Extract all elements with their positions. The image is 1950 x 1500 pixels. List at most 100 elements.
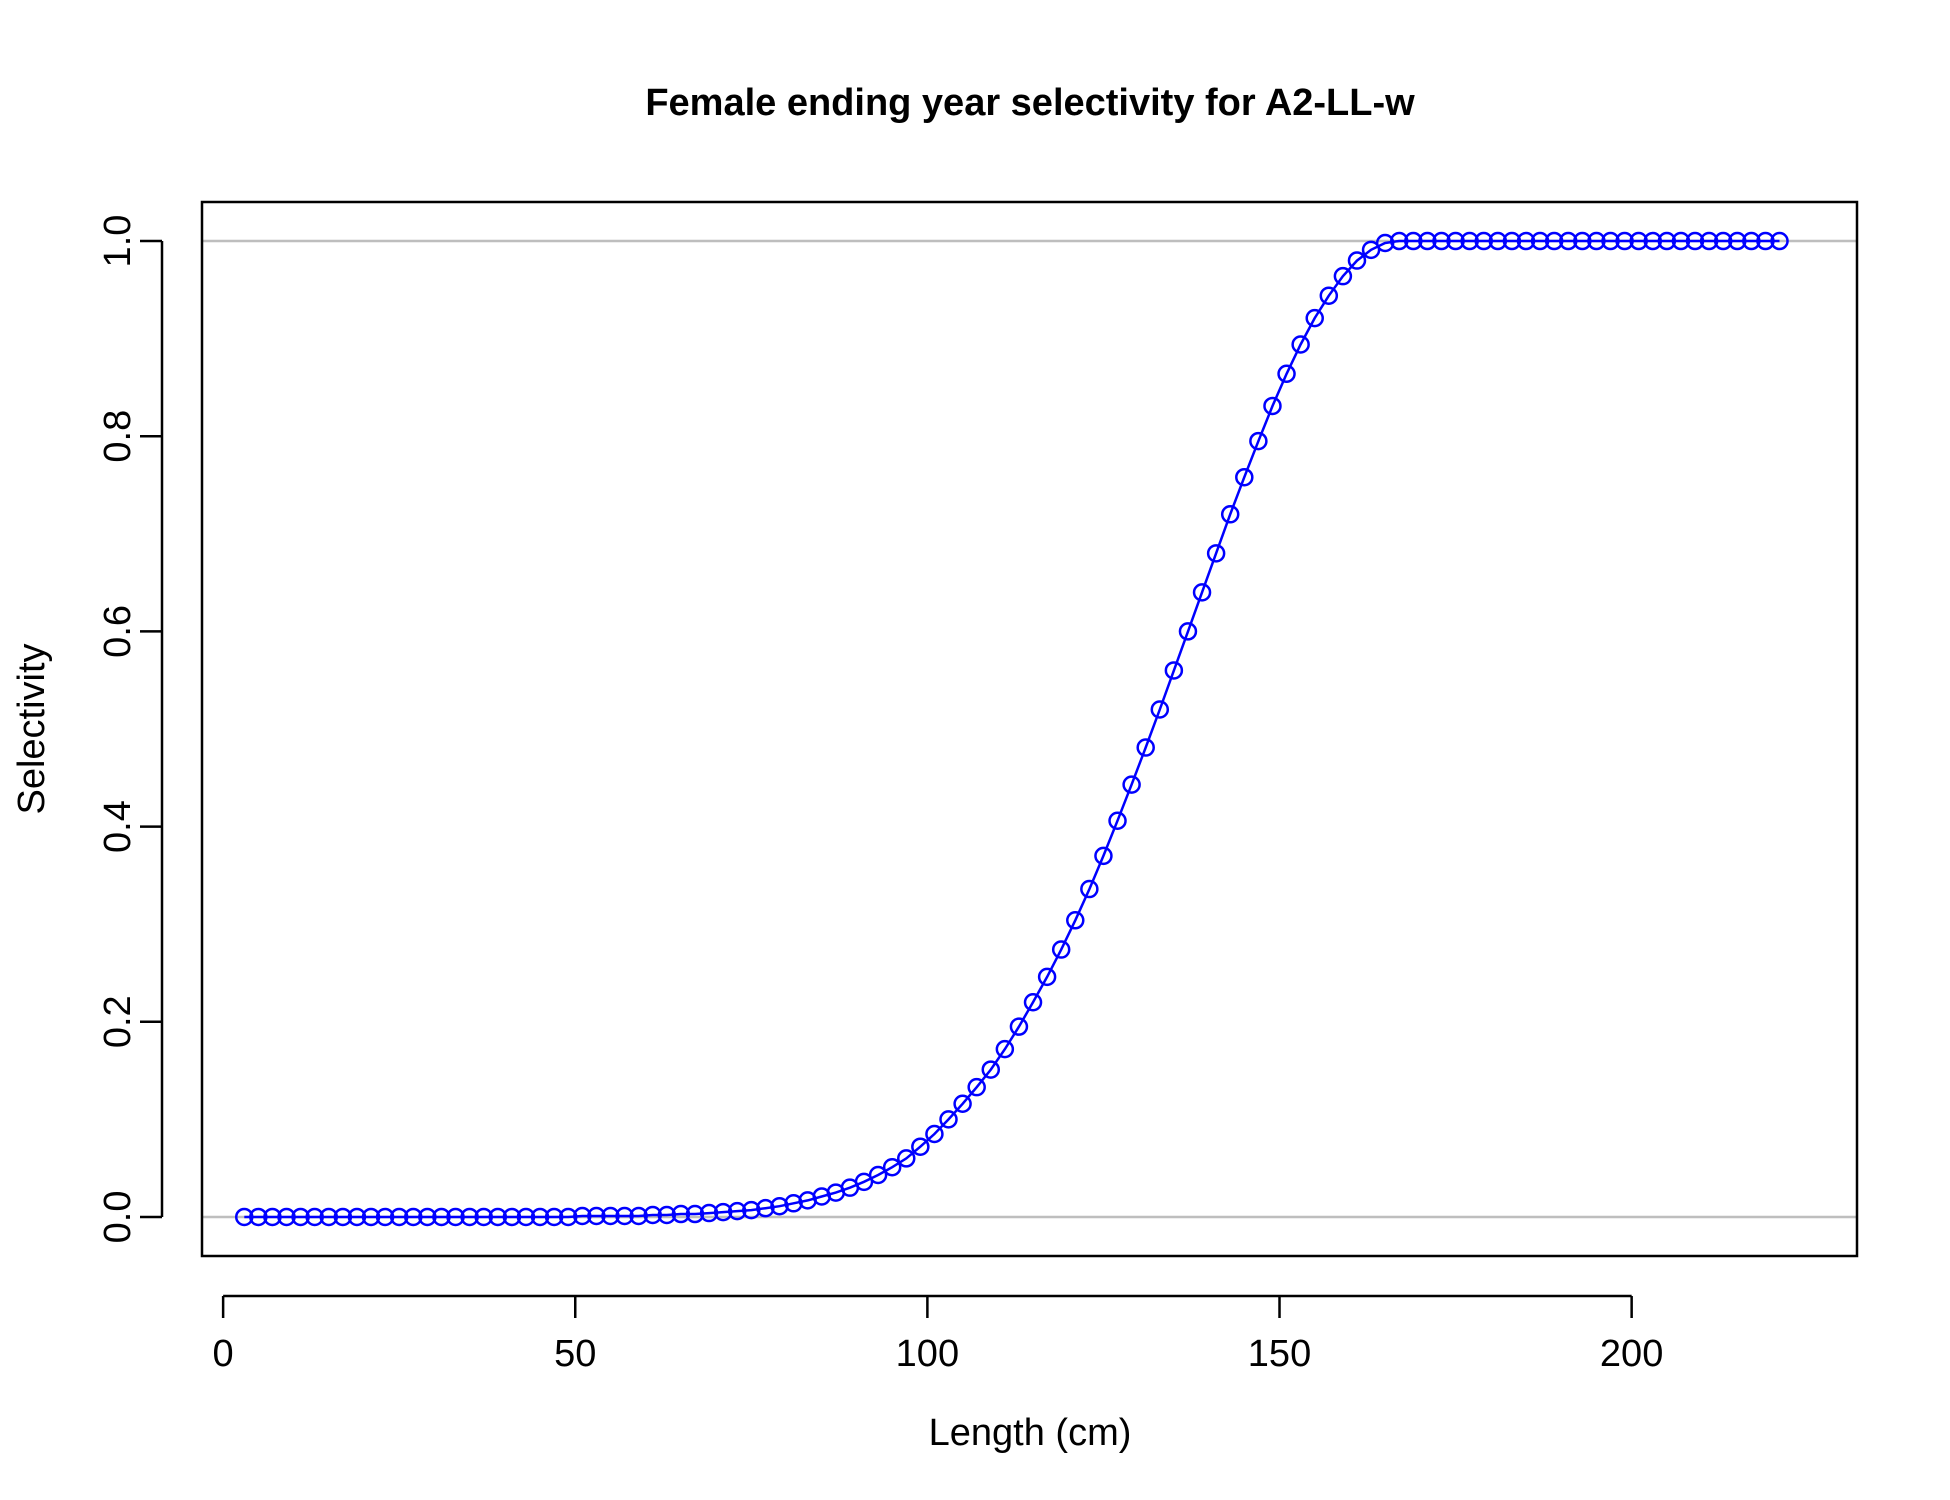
data-point [1291,335,1310,354]
x-axis: 0 50 100 150 200 [213,1294,1663,1375]
y-axis-label: Selectivity [11,643,53,814]
data-point [1418,231,1437,251]
data-point [685,1204,705,1224]
y-axis: 0.0 0.2 0.4 0.6 0.8 1.0 [97,215,164,1244]
data-point [1051,940,1071,959]
data-point [1685,231,1705,251]
data-point [516,1207,536,1227]
data-point [1587,231,1606,251]
data-point [671,1204,691,1224]
data-point [1108,811,1127,830]
data-point [460,1207,479,1227]
data-point [1460,231,1479,251]
data-point [1516,231,1536,251]
data-point [939,1110,958,1129]
reference-lines [202,239,1857,1219]
chart-title: Female ending year selectivity for A2-LL… [645,82,1415,124]
data-point [770,1196,789,1216]
data-point [319,1207,339,1227]
x-tick-label: 100 [896,1333,959,1375]
data-point [375,1207,395,1227]
plot-frame [200,200,1859,1258]
data-point [1249,431,1268,451]
data-point [882,1157,902,1177]
data-point [1347,251,1367,270]
data-point [756,1198,775,1218]
y-tick-label: 0.6 [97,605,139,658]
data-point [713,1202,733,1222]
data-point [1389,231,1409,251]
data-point [868,1165,888,1185]
x-tick-label: 150 [1248,1333,1311,1375]
data-point [1432,231,1451,251]
data-point [432,1207,451,1227]
data-point [911,1137,930,1156]
data-point [263,1207,282,1227]
data-point [1136,738,1155,757]
data-point [657,1205,677,1225]
data-point [333,1207,353,1227]
data-point [1319,286,1339,305]
x-tick-label: 0 [213,1333,234,1375]
y-tick-label: 0.0 [97,1191,139,1244]
data-point [1573,231,1592,251]
series-line [244,239,1780,1219]
data-point [1192,583,1212,602]
data-point [1333,266,1353,286]
data-point [1263,396,1282,416]
data-point [544,1207,564,1227]
data-point [1305,308,1324,328]
data-point [1756,231,1775,251]
data-point [530,1207,550,1227]
data-point [1742,231,1761,251]
data-point [305,1207,324,1227]
data-point [1488,231,1508,251]
data-point [981,1060,1001,1079]
data-point [1122,775,1141,794]
data-point [1023,993,1043,1012]
data-point [249,1207,268,1227]
data-point [502,1207,522,1227]
data-point [1713,231,1733,251]
data-point [953,1094,972,1114]
data-point [1220,505,1240,524]
data-point [347,1207,367,1227]
data-point [587,1206,606,1226]
data-point [389,1207,409,1227]
data-point [1404,231,1423,251]
y-tick-label: 0.8 [97,410,139,463]
x-tick-label: 200 [1600,1333,1663,1375]
data-point [1094,846,1113,866]
data-point [488,1207,508,1227]
data-point [1474,231,1493,251]
data-point [1643,231,1663,251]
data-point [1080,879,1099,899]
data-point [558,1207,578,1227]
data-point [1530,231,1550,251]
data-point [1544,231,1564,251]
data-point [742,1200,761,1220]
data-point [1277,364,1296,384]
data-point [474,1207,493,1227]
data-point [418,1207,437,1227]
data-point [1037,967,1057,987]
data-point [1629,231,1648,251]
data-point [1728,231,1747,251]
data-point [727,1201,747,1221]
x-axis-label: Length (cm) [929,1412,1132,1454]
data-point [1601,231,1620,251]
data-point [1770,231,1789,251]
data-point [1559,231,1578,251]
series-layer [235,231,1789,1227]
data-point [1178,622,1198,641]
data-point [1699,231,1719,251]
data-point [643,1205,662,1225]
data-point [446,1207,465,1227]
data-point [1375,233,1395,253]
data-point [601,1206,620,1226]
data-point [235,1207,254,1227]
data-point [897,1149,916,1168]
y-tick-label: 1.0 [97,215,139,268]
data-point [573,1206,592,1226]
